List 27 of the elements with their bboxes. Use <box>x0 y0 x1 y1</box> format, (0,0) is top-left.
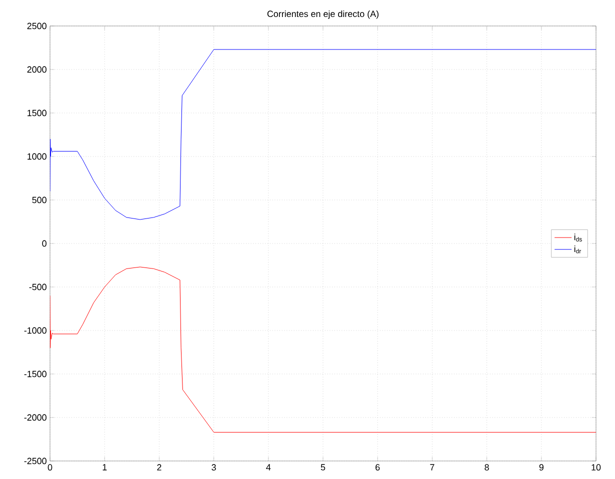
legend-label: i$_{ds}$ <box>574 234 582 242</box>
x-tick-label: 4 <box>266 464 271 470</box>
x-tick-label: 1 <box>102 464 107 470</box>
y-tick-label: 500 <box>32 196 46 204</box>
x-tick-label: 8 <box>484 464 489 471</box>
x-tick-label: 2 <box>157 464 162 470</box>
line-series <box>50 49 596 220</box>
y-tick-label: -1500 <box>24 370 46 378</box>
x-tick-label: 9 <box>539 464 544 471</box>
y-tick-label: 2000 <box>27 66 46 73</box>
y-tick-label: 1500 <box>28 110 46 116</box>
y-tick-label: -500 <box>29 284 46 290</box>
x-tick-label: 0 <box>48 464 52 471</box>
x-tick-label: 6 <box>376 464 380 471</box>
x-tick-label: 7 <box>430 464 434 470</box>
line-series <box>50 266 596 433</box>
y-tick-label: 1000 <box>28 153 46 160</box>
y-tick-label: 2500 <box>27 22 46 30</box>
legend-label: i$_{dr}$ <box>574 245 582 254</box>
x-tick-label: 10 <box>592 464 601 471</box>
y-tick-label: -1000 <box>24 327 46 334</box>
x-tick-label: 5 <box>320 464 326 470</box>
y-tick-label: 0 <box>42 240 46 247</box>
x-tick-label: 3 <box>212 464 216 471</box>
y-tick-label: -2500 <box>24 458 46 464</box>
y-tick-label: -2000 <box>24 414 46 421</box>
chart-title: Corrientes en eje directo (A) <box>267 10 379 19</box>
